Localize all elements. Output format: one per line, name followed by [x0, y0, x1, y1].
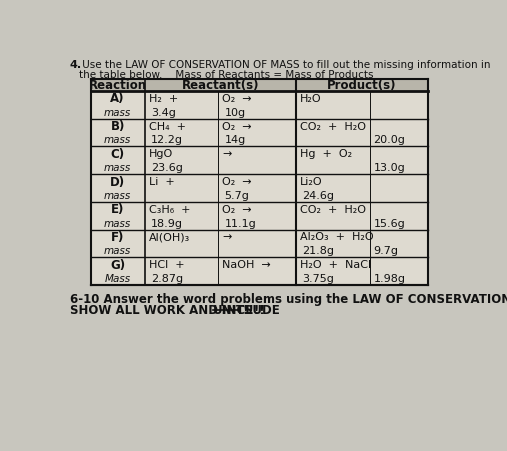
Text: 4.: 4.	[69, 60, 82, 70]
Text: →: →	[222, 232, 232, 242]
Text: 21.8g: 21.8g	[302, 246, 334, 256]
Text: A): A)	[111, 92, 125, 105]
Text: Li₂O: Li₂O	[300, 177, 322, 187]
Text: H₂  +: H₂ +	[149, 94, 178, 104]
Text: mass: mass	[104, 107, 131, 118]
Text: 5.7g: 5.7g	[225, 190, 249, 201]
Text: mass: mass	[104, 190, 131, 201]
Text: C): C)	[111, 147, 125, 161]
Text: !!!!: !!!!	[238, 303, 264, 316]
Text: 14g: 14g	[225, 135, 246, 145]
Text: CO₂  +  H₂O: CO₂ + H₂O	[300, 121, 366, 131]
Text: 6-10 Answer the word problems using the LAW OF CONSERVATION OF MASS.: 6-10 Answer the word problems using the …	[69, 292, 507, 305]
Text: HgO: HgO	[149, 149, 173, 159]
Text: SHOW ALL WORK AND INCLUDE: SHOW ALL WORK AND INCLUDE	[69, 303, 283, 316]
Text: UNITS: UNITS	[213, 303, 254, 316]
Text: NaOH  →: NaOH →	[222, 260, 271, 270]
Text: 3.4g: 3.4g	[151, 107, 176, 118]
Text: CH₄  +: CH₄ +	[149, 121, 186, 131]
Text: mass: mass	[104, 218, 131, 228]
Text: CO₂  +  H₂O: CO₂ + H₂O	[300, 204, 366, 214]
Text: HCl  +: HCl +	[149, 260, 184, 270]
Text: B): B)	[111, 120, 125, 133]
Text: E): E)	[111, 203, 124, 216]
Text: G): G)	[110, 258, 125, 271]
Text: mass: mass	[104, 135, 131, 145]
Text: C₃H₆  +: C₃H₆ +	[149, 204, 190, 214]
Text: 2.87g: 2.87g	[151, 273, 183, 283]
Text: mass: mass	[104, 163, 131, 173]
Text: Use the LAW OF CONSERVATION OF MASS to fill out the missing information in: Use the LAW OF CONSERVATION OF MASS to f…	[79, 60, 490, 70]
Text: Al₂O₃  +  H₂O: Al₂O₃ + H₂O	[300, 232, 373, 242]
Text: →: →	[222, 149, 232, 159]
Bar	[91, 79, 427, 285]
Text: F): F)	[111, 230, 124, 244]
Text: O₂  →: O₂ →	[222, 204, 252, 214]
Text: mass: mass	[104, 246, 131, 256]
Text: Mass: Mass	[104, 273, 131, 283]
Text: Al(OH)₃: Al(OH)₃	[149, 232, 190, 242]
Text: 23.6g: 23.6g	[151, 163, 183, 173]
Text: the table below.    Mass of Reactants = Mass of Products: the table below. Mass of Reactants = Mas…	[79, 69, 373, 79]
Text: O₂  →: O₂ →	[222, 94, 252, 104]
Text: Hg  +  O₂: Hg + O₂	[300, 149, 352, 159]
Text: 12.2g: 12.2g	[151, 135, 183, 145]
Text: 18.9g: 18.9g	[151, 218, 183, 228]
Text: Reactant(s): Reactant(s)	[182, 79, 259, 92]
Text: D): D)	[110, 175, 125, 188]
Text: O₂  →: O₂ →	[222, 121, 252, 131]
Text: 1.98g: 1.98g	[373, 273, 406, 283]
Text: O₂  →: O₂ →	[222, 177, 252, 187]
Text: Li  +: Li +	[149, 177, 174, 187]
Text: Reaction: Reaction	[89, 79, 147, 92]
Text: 15.6g: 15.6g	[373, 218, 405, 228]
Text: 20.0g: 20.0g	[373, 135, 405, 145]
Text: Product(s): Product(s)	[327, 79, 396, 92]
Text: 9.7g: 9.7g	[373, 246, 399, 256]
Text: 13.0g: 13.0g	[373, 163, 405, 173]
Text: H₂O: H₂O	[300, 94, 321, 104]
Text: 10g: 10g	[225, 107, 246, 118]
Text: 24.6g: 24.6g	[302, 190, 334, 201]
Bar	[91, 79, 427, 92]
Text: 11.1g: 11.1g	[225, 218, 257, 228]
Text: 3.75g: 3.75g	[302, 273, 334, 283]
Text: H₂O  +  NaCl: H₂O + NaCl	[300, 260, 371, 270]
